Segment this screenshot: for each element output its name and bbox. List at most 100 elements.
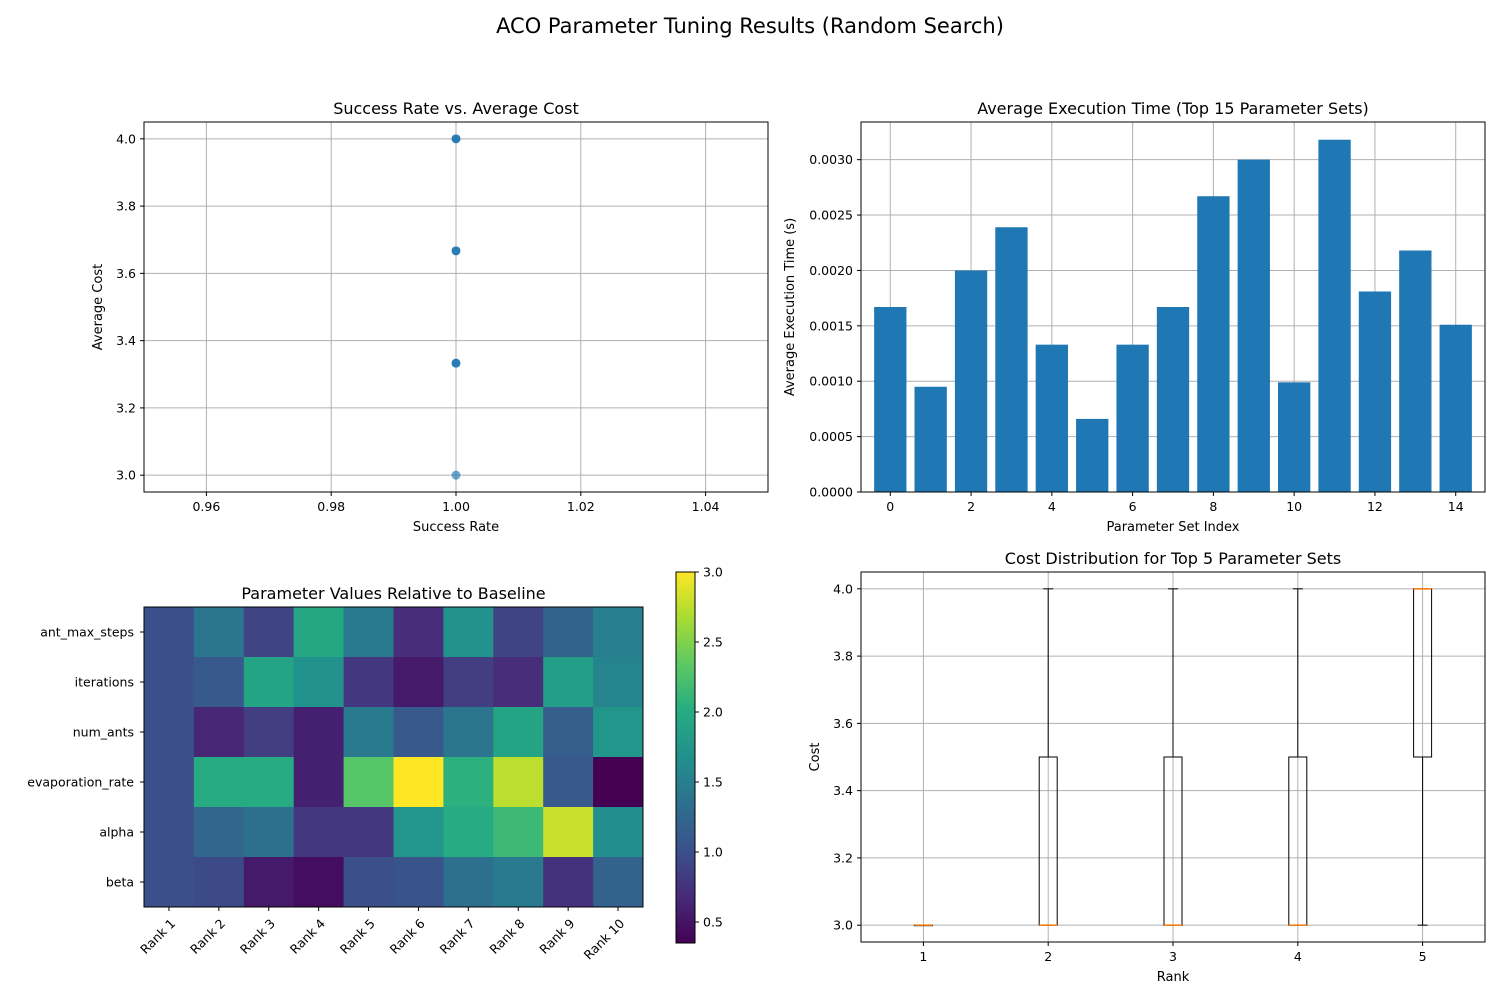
colorbar-tick-label: 2.5	[703, 635, 723, 650]
colorbar-tick-label: 1.5	[703, 775, 723, 790]
heatmap-cell	[243, 807, 295, 858]
bar-mark	[1358, 291, 1392, 492]
heatmap-cell	[493, 857, 544, 908]
heatmap-column-label: Rank 9	[536, 916, 577, 957]
bar-xtick-label: 2	[967, 499, 975, 514]
heatmap-cell	[193, 707, 245, 758]
scatter-xtick-label: 0.98	[317, 499, 345, 514]
heatmap-cell	[193, 607, 245, 658]
bar-xtick-label: 8	[1209, 499, 1217, 514]
heatmap-cell	[193, 757, 245, 808]
heatmap-row-label: iterations	[75, 675, 134, 690]
heatmap-column-label: Rank 3	[237, 916, 278, 957]
heatmap-cell	[543, 857, 594, 908]
heatmap-axes-frame	[143, 606, 644, 908]
bar-mark	[954, 270, 988, 492]
heatmap-cell	[393, 607, 444, 658]
heatmap-cell	[493, 707, 544, 758]
heatmap-cell	[343, 857, 394, 908]
bar-xtick-label: 0	[886, 499, 894, 514]
box-ytick-label: 3.0	[833, 918, 853, 933]
heatmap-cell	[443, 757, 494, 808]
heatmap-cell	[593, 607, 644, 658]
heatmap-cell	[293, 857, 345, 908]
bar-mark	[1399, 250, 1432, 492]
bar-mark	[1156, 307, 1190, 492]
heatmap-cell	[393, 857, 444, 908]
scatter-ytick-label: 3.2	[116, 400, 136, 415]
box-ytick-label: 3.4	[833, 783, 853, 798]
scatter-ytick-label: 4.0	[116, 131, 136, 146]
bar-mark	[874, 307, 907, 492]
bar-ytick-label: 0.0010	[809, 374, 853, 389]
heatmap-cell	[493, 757, 544, 808]
heatmap-cell	[443, 807, 494, 858]
box-xtick-label: 4	[1294, 949, 1302, 964]
heatmap-cell	[593, 857, 644, 908]
heatmap-column-label: Rank 8	[486, 916, 527, 957]
bar-ytick-label: 0.0005	[809, 429, 853, 444]
heatmap-column-label: Rank 2	[187, 916, 228, 957]
heatmap-cell	[443, 857, 494, 908]
heatmap-cell	[293, 807, 345, 858]
bar-mark	[1076, 418, 1109, 492]
bar-xtick-label: 4	[1048, 499, 1056, 514]
heatmap-row-label: beta	[106, 875, 134, 890]
heatmap-column-label: Rank 6	[387, 916, 428, 957]
heatmap-cell	[543, 707, 594, 758]
box-axes-frame	[860, 571, 1486, 943]
scatter-ytick-label: 3.0	[116, 468, 136, 483]
bar-mark	[1237, 159, 1270, 492]
box-xtick-label: 5	[1419, 949, 1427, 964]
scatter-ytick-label: 3.4	[116, 333, 136, 348]
box-xtick-label: 1	[919, 949, 927, 964]
heatmap-cell	[243, 757, 295, 808]
heatmap-cell	[193, 857, 245, 908]
bar-xtick-label: 12	[1367, 499, 1383, 514]
heatmap-cell	[493, 657, 544, 708]
heatmap-cell	[144, 807, 195, 858]
bar-ytick-label: 0.0025	[809, 208, 853, 223]
scatter-point	[451, 134, 461, 144]
box-xlabel: Rank	[1157, 970, 1190, 985]
figure-suptitle: ACO Parameter Tuning Results (Random Sea…	[496, 14, 1004, 38]
heatmap-cell	[144, 857, 195, 908]
heatmap-cell	[193, 807, 245, 858]
box-ylabel: Cost	[808, 743, 823, 772]
box-ytick-label: 3.6	[833, 716, 853, 731]
heatmap-cell	[293, 607, 345, 658]
heatmap-cell	[144, 707, 195, 758]
heatmap-cell	[393, 657, 444, 708]
bar-ylabel: Average Execution Time (s)	[783, 218, 798, 396]
heatmap-row-label: alpha	[99, 825, 134, 840]
heatmap-cell	[144, 757, 195, 808]
bar-ytick-label: 0.0015	[809, 318, 853, 333]
heatmap-cell	[393, 757, 444, 808]
heatmap-cell	[543, 757, 594, 808]
box-xtick-label: 2	[1044, 949, 1052, 964]
colorbar-frame	[675, 571, 696, 944]
heatmap-cell	[144, 657, 195, 708]
colorbar-tick-label: 3.0	[703, 565, 723, 580]
heatmap-cell	[443, 657, 494, 708]
heatmap-cell	[343, 607, 394, 658]
colorbar-fill	[676, 572, 695, 943]
bar-ytick-label: 0.0000	[809, 485, 853, 500]
bar-mark	[1116, 344, 1149, 492]
heatmap-cell	[144, 607, 195, 658]
box-xtick-label: 3	[1169, 949, 1177, 964]
bar-ytick-label: 0.0030	[809, 152, 853, 167]
scatter-ytick-label: 3.6	[116, 266, 136, 281]
box-ytick-label: 3.2	[833, 850, 853, 865]
bar-mark	[1439, 324, 1472, 492]
bar-xtick-label: 14	[1448, 499, 1464, 514]
heatmap-column-label: Rank 10	[581, 916, 628, 963]
bar-mark	[1197, 196, 1230, 492]
heatmap-row-label: ant_max_steps	[40, 625, 134, 640]
heatmap-cell	[393, 707, 444, 758]
bar-title: Average Execution Time (Top 15 Parameter…	[977, 99, 1369, 118]
scatter-xtick-label: 1.02	[567, 499, 595, 514]
colorbar-tick-label: 2.0	[703, 705, 723, 720]
box-ytick-label: 4.0	[833, 581, 853, 596]
